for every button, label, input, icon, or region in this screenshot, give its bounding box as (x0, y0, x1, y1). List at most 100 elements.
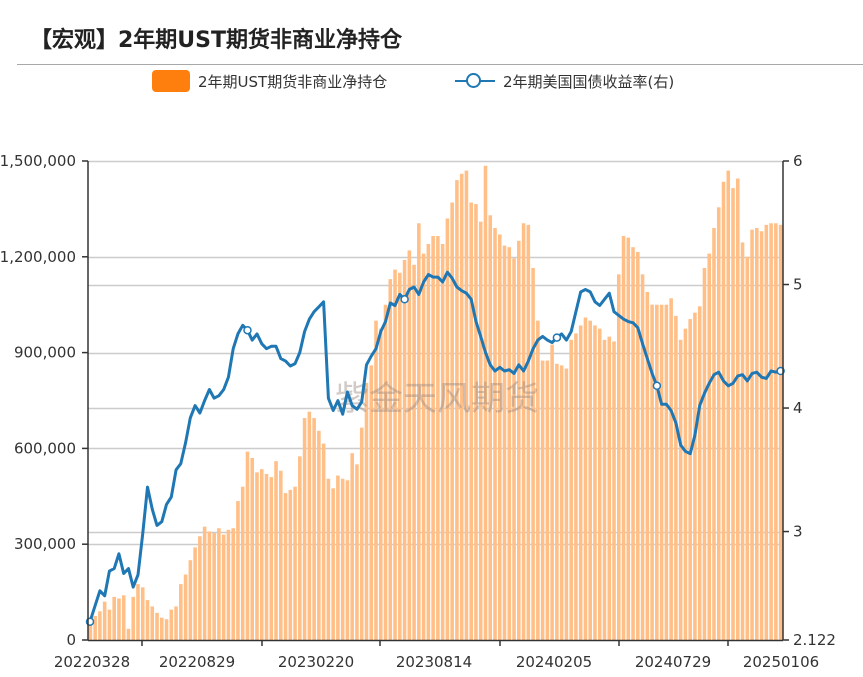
yield-line (88, 270, 783, 624)
bar (417, 223, 421, 640)
bar (245, 451, 250, 640)
bar (288, 489, 293, 640)
bar (712, 228, 716, 640)
bar (612, 341, 616, 640)
x-tick-label: 20220829 (159, 653, 235, 671)
x-tick-label: 20240205 (516, 653, 592, 671)
bar (583, 317, 588, 640)
title-divider (17, 64, 863, 65)
bar (474, 204, 478, 641)
bar (117, 598, 121, 640)
bar (121, 595, 126, 640)
bar (264, 473, 269, 640)
bar (269, 477, 274, 640)
bar (174, 606, 178, 640)
bar (707, 253, 711, 641)
bar (321, 443, 326, 640)
bar-swatch-icon (152, 70, 190, 92)
y-right-tick-label: 2.122 (793, 631, 836, 649)
bar (198, 536, 202, 640)
bar (655, 304, 659, 640)
bar (774, 223, 778, 640)
legend-label-yield: 2年期美国国债收益率(右) (503, 72, 675, 91)
y-axis-right-labels: 2.122 3 4 5 6 (783, 152, 836, 649)
bar (150, 606, 155, 640)
watermark: 紫金天风期货 (335, 379, 539, 419)
bar (336, 475, 340, 640)
bar (469, 202, 473, 640)
bar (497, 234, 502, 640)
bar (407, 250, 412, 640)
legend-item-net-position[interactable]: 2年期UST期货非商业净持仓 (152, 70, 387, 92)
bar (350, 453, 354, 640)
bar (721, 181, 726, 640)
bar (769, 223, 773, 640)
bar (621, 236, 626, 641)
page-title: 【宏观】2年期UST期货非商业净持仓 (30, 28, 403, 53)
bar (436, 236, 440, 641)
bar (388, 279, 393, 640)
bar (255, 472, 259, 640)
watermark-text: 紫金天风期货 (335, 379, 539, 419)
bar (636, 252, 640, 640)
bar (645, 291, 650, 640)
bar (450, 202, 454, 640)
bar (369, 365, 374, 640)
bar (755, 228, 759, 640)
bar (307, 411, 312, 640)
bar (188, 560, 193, 640)
bar (226, 529, 231, 640)
bar-series-net-position (88, 165, 783, 641)
bar (488, 215, 493, 641)
bar (588, 320, 592, 640)
bar (398, 272, 402, 640)
bar (274, 461, 278, 640)
bar (98, 611, 102, 640)
x-tick-label: 20220328 (54, 653, 130, 671)
bar (445, 218, 450, 641)
bar (131, 596, 135, 640)
bar (778, 224, 783, 640)
bar (259, 469, 264, 640)
line-marker (243, 325, 252, 335)
bar (440, 244, 445, 640)
bar (160, 617, 164, 640)
bar (564, 368, 569, 640)
bar (102, 601, 107, 640)
bar (545, 360, 550, 640)
bar (531, 267, 535, 640)
bar (455, 180, 459, 640)
bar (202, 526, 207, 640)
bar (293, 486, 297, 640)
bar (393, 269, 397, 640)
line-series-yield (85, 270, 785, 626)
bar (426, 244, 431, 640)
bar (298, 456, 302, 640)
bar (697, 306, 702, 640)
legend-item-yield[interactable]: 2年期美国国债收益率(右) (455, 70, 674, 92)
bar (459, 173, 464, 640)
bar (764, 224, 769, 640)
bar (240, 486, 245, 640)
bar (640, 274, 645, 640)
bar (431, 236, 435, 641)
bar (331, 488, 335, 640)
bar (326, 478, 331, 640)
bar (126, 628, 131, 640)
bar (602, 339, 607, 640)
y-axis-left-labels: 0 300,000 600,000 900,000 1,200,000 1,500,000 (0, 152, 88, 649)
x-tick-label: 20230220 (278, 653, 354, 671)
bar (374, 320, 378, 640)
x-tick-label: 20240729 (635, 653, 711, 671)
bar (740, 242, 745, 640)
bar (631, 247, 635, 640)
bar (93, 616, 97, 640)
bar (669, 298, 673, 640)
bar (179, 584, 183, 640)
bar (231, 528, 235, 640)
bar (578, 325, 583, 640)
y-left-tick-label: 900,000 (14, 344, 76, 362)
bar (597, 328, 602, 640)
bar (674, 315, 678, 640)
